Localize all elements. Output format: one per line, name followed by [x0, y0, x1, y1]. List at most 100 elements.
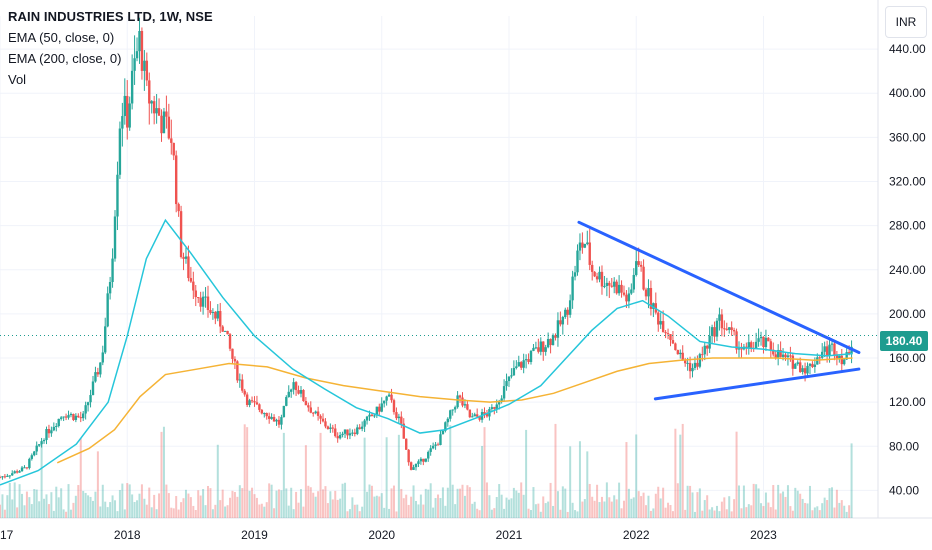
candle-body: [174, 155, 178, 205]
y-tick-label: 200.00: [889, 307, 926, 321]
volume-bar: [791, 510, 794, 518]
volume-bar: [273, 508, 276, 518]
candle-body: [681, 352, 684, 360]
lower-trendline: [653, 367, 861, 401]
volume-bar: [270, 484, 273, 518]
volume-bar: [720, 501, 723, 518]
candle-body: [495, 404, 498, 409]
candle-body: [319, 415, 322, 419]
ema50-label[interactable]: EMA (50, close, 0): [8, 30, 115, 45]
candle-body: [471, 416, 474, 418]
y-tick-label: 280.00: [889, 219, 926, 233]
candle-body: [409, 462, 413, 470]
volume-bar: [755, 484, 758, 518]
volume-bar: [268, 483, 271, 518]
volume-bar: [104, 501, 107, 518]
volume-bar: [87, 495, 90, 518]
candle-body: [101, 352, 104, 363]
volume-bar: [439, 498, 442, 518]
candle-body: [539, 341, 542, 352]
ema200-line: [56, 357, 853, 464]
volume-bar: [476, 508, 479, 518]
volume-bar: [21, 493, 24, 518]
volume-bar: [50, 492, 53, 518]
volume-bar: [187, 493, 190, 518]
volume-bar: [483, 427, 486, 518]
candle-body: [37, 444, 41, 446]
x-tick-label: 2017: [0, 528, 14, 542]
candle-body: [260, 409, 264, 414]
volume-bar: [850, 443, 853, 518]
candle-body: [11, 473, 14, 476]
volume-bar: [581, 501, 584, 518]
volume-bar: [353, 504, 356, 518]
volume-label[interactable]: Vol: [8, 72, 27, 87]
candle-body: [277, 419, 281, 425]
candle-body: [803, 368, 807, 374]
volume-bar: [251, 487, 254, 518]
candle-body: [407, 449, 410, 463]
volume-bar: [843, 505, 846, 518]
candle-body: [583, 243, 587, 248]
candle-body: [813, 364, 817, 367]
volume-bar: [542, 496, 545, 518]
candle-body: [806, 365, 809, 374]
volume-bar: [13, 482, 16, 518]
candle-body: [617, 284, 621, 294]
candle-body: [507, 376, 511, 382]
candle-body: [55, 425, 58, 427]
candle-body: [79, 417, 82, 419]
candle-body: [121, 116, 124, 129]
volume-bar: [131, 494, 134, 518]
candle-body: [20, 467, 24, 472]
volume-bar: [385, 437, 388, 518]
volume-bar: [351, 497, 354, 518]
volume-bar: [370, 485, 373, 518]
candle-body: [544, 347, 547, 352]
candle-body: [666, 333, 670, 335]
candle-body: [475, 414, 479, 417]
volume-bar: [561, 486, 564, 518]
volume-bar: [407, 504, 410, 518]
volume-bar: [182, 498, 185, 518]
volume-bar: [495, 497, 498, 518]
volume-bar: [779, 493, 782, 518]
candle-body: [608, 282, 611, 286]
candle-body: [789, 355, 792, 357]
candle-body: [30, 455, 34, 459]
currency-button[interactable]: INR: [885, 6, 927, 38]
candle-body: [226, 330, 229, 335]
volume-bar: [429, 483, 432, 518]
volume-bar: [317, 491, 320, 518]
candle-body: [737, 348, 741, 350]
candle-body: [69, 413, 73, 416]
candle-body: [838, 355, 841, 359]
candle-body: [720, 314, 724, 329]
volume-bar: [155, 509, 158, 518]
x-tick-label: 2022: [623, 528, 650, 542]
candle-body: [214, 312, 217, 319]
volume-bar: [801, 498, 804, 518]
candle-body: [86, 402, 90, 406]
volume-bar: [253, 494, 256, 518]
candle-body: [835, 355, 839, 359]
candle-body: [512, 367, 516, 376]
volume-bar: [35, 489, 38, 518]
volume-bar: [554, 423, 557, 518]
volume-bar: [664, 507, 667, 518]
candle-body: [130, 70, 134, 104]
volume-bar: [304, 445, 307, 518]
volume-bar: [466, 485, 469, 518]
candle-body: [152, 101, 156, 114]
candle-body: [554, 335, 557, 338]
volume-bar: [767, 502, 770, 518]
volume-bar: [522, 494, 525, 518]
ema200-label[interactable]: EMA (200, close, 0): [8, 51, 122, 66]
volume-bar: [799, 493, 802, 518]
volume-bar: [503, 508, 506, 518]
candle-body: [343, 429, 347, 434]
candle-body: [417, 461, 420, 465]
y-tick-label: 440.00: [889, 42, 926, 56]
